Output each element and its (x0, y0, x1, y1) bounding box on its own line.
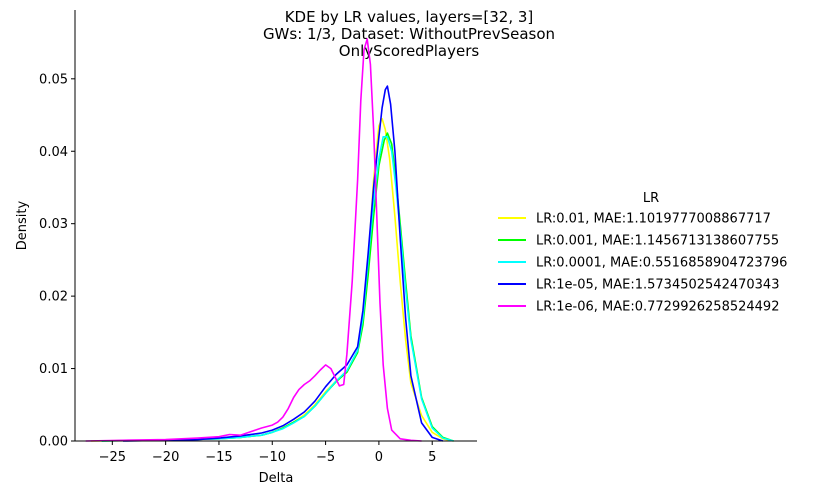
y-ticks: 0.00 0.01 0.02 0.03 0.04 0.05 (39, 72, 75, 450)
y-tick-label: 0.03 (39, 217, 68, 232)
chart-title-line-3: OnlyScoredPlayers (339, 42, 480, 60)
series-line (90, 117, 454, 442)
y-tick-label: 0.05 (39, 72, 68, 87)
legend-title: LR (643, 191, 659, 206)
y-tick-label: 0.00 (39, 435, 68, 450)
x-tick-label: 5 (428, 450, 436, 465)
series-line (122, 85, 444, 442)
legend-entry-label: LR:0.01, MAE:1.1019777008867717 (536, 212, 771, 227)
chart-title-line-2: GWs: 1/3, Dataset: WithoutPrevSeason (263, 25, 555, 43)
x-tick-label: 0 (375, 450, 383, 465)
x-tick-label: −15 (205, 450, 232, 465)
x-tick-label: −10 (259, 450, 286, 465)
chart-title: KDE by LR values, layers=[32, 3] GWs: 1/… (263, 8, 555, 60)
series-lines (85, 38, 454, 442)
legend-entry-label: LR:0.0001, MAE:0.5516858904723796 (536, 256, 787, 271)
legend: LR LR:0.01, MAE:1.1019777008867717 LR:0.0… (498, 191, 787, 315)
chart-title-line-1: KDE by LR values, layers=[32, 3] (285, 8, 534, 26)
legend-entry-label: LR:1e-06, MAE:0.7729926258524492 (536, 300, 779, 315)
x-tick-label: −20 (152, 450, 179, 465)
x-tick-label: −5 (316, 450, 335, 465)
plot-area: −25 −20 −15 −10 −5 0 5 0.000.010.020.030.040.0… (39, 10, 477, 465)
y-axis-label: Density (15, 200, 30, 250)
y-tick-label: 0.02 (39, 290, 68, 305)
x-ticks: −25 −20 −15 −10 −5 0 5 (99, 441, 436, 465)
series-line (85, 38, 422, 442)
y-tick-label: 0.01 (39, 362, 68, 377)
y-tick-label: 0.04 (39, 145, 68, 160)
x-tick-label: −25 (99, 450, 126, 465)
x-axis-label: Delta (259, 471, 294, 486)
legend-entry-label: LR:1e-05, MAE:1.5734502542470343 (536, 278, 779, 293)
legend-entry-label: LR:0.001, MAE:1.1456713138607755 (536, 234, 779, 249)
